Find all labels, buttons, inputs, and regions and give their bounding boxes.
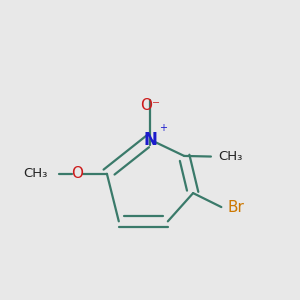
Text: +: +	[159, 123, 167, 133]
Text: CH₃: CH₃	[218, 150, 243, 163]
Text: Br: Br	[227, 200, 244, 214]
Text: O⁻: O⁻	[140, 98, 160, 113]
Text: O: O	[71, 166, 83, 181]
Text: N: N	[143, 130, 157, 148]
Text: CH₃: CH₃	[23, 167, 47, 180]
